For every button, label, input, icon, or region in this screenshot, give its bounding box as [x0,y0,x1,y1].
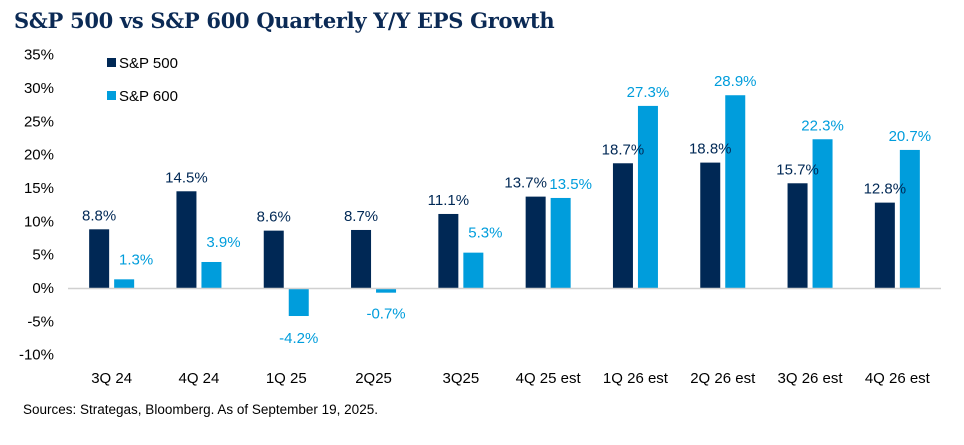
bar-sp500 [176,191,197,288]
data-label-sp500: 8.6% [257,209,291,226]
data-label-sp600: 3.9% [206,234,240,251]
data-label-sp600: -0.7% [366,306,405,323]
bar-sp600 [201,261,222,288]
x-tick-label: 1Q 26 est [603,370,669,387]
data-label-sp600: 5.3% [468,225,502,242]
x-tick-label: 4Q 25 est [516,370,582,387]
bar-sp600 [899,149,920,288]
bar-sp600 [114,279,135,288]
y-tick-label: 25% [24,113,54,130]
bars [89,95,920,317]
bar-sp600 [376,288,397,293]
x-tick-label: 4Q 24 [179,370,220,387]
data-label-sp500: 12.8% [864,181,907,198]
data-labels: 8.8% 1.3% 14.5% 3.9% 8.6% -4.2% 8.7% -0.7% 11.1%… [82,73,931,347]
data-label-sp600: 22.3% [801,117,844,134]
bar-sp500 [351,229,372,288]
data-label-sp500: 8.8% [82,207,116,224]
data-label-sp600: 1.3% [119,251,153,268]
data-label-sp600: 27.3% [627,84,670,101]
x-tick-label: 3Q25 [442,370,479,387]
bar-sp500 [700,162,721,288]
bar-sp600 [637,105,658,288]
y-tick-label: 5% [32,247,54,264]
legend-swatch-sp500 [107,58,116,67]
y-tick-label: 30% [24,80,54,97]
data-label-sp500: 18.7% [602,141,645,158]
bar-sp500 [874,202,895,288]
data-label-sp500: 14.5% [165,169,208,186]
data-label-sp500: 18.8% [689,141,732,158]
bar-sp500 [89,229,110,288]
data-label-sp600: 28.9% [714,73,757,90]
x-tick-label: 2Q 26 est [690,370,756,387]
data-label-sp600: 13.5% [549,176,592,193]
data-label-sp500: 13.7% [504,175,547,192]
y-tick-label: 15% [24,180,54,197]
y-tick-label: 10% [24,213,54,230]
data-label-sp600: 20.7% [889,128,932,145]
bar-sp500 [787,183,808,288]
y-tick-label: 20% [24,147,54,164]
x-tick-label: 4Q 26 est [865,370,931,387]
bar-sp500 [525,196,546,288]
y-tick-label: -5% [27,313,54,330]
chart-title: S&P 500 vs S&P 600 Quarterly Y/Y EPS Gro… [14,8,555,33]
bar-sp600 [550,197,571,288]
legend-label-sp600: S&P 600 [119,88,178,105]
data-label-sp500: 15.7% [776,161,819,178]
y-tick-label: -10% [19,347,54,364]
bar-sp600 [812,139,833,288]
bar-sp600 [288,288,309,317]
bar-sp600 [463,252,484,288]
bar-chart: 35% 30% 25% 20% 15% 10% 5% 0% -5% -10% 8.8% 1.3% 14… [19,47,941,387]
bar-sp500 [263,230,284,288]
data-label-sp600: -4.2% [279,330,318,347]
data-label-sp500: 8.7% [344,208,378,225]
bar-sp600 [725,95,746,288]
x-tick-label: 2Q25 [355,370,392,387]
x-tick-label: 3Q 24 [91,370,132,387]
y-tick-label: 0% [32,280,54,297]
source-note: Sources: Strategas, Bloomberg. As of Sep… [23,402,378,417]
data-label-sp500: 11.1% [428,192,469,209]
bar-sp500 [612,163,633,288]
bar-sp500 [438,213,459,288]
y-tick-label: 35% [24,47,54,64]
x-tick-label: 1Q 25 [266,370,307,387]
x-tick-label: 3Q 26 est [778,370,844,387]
legend: S&P 500 S&P 600 [107,55,178,105]
legend-swatch-sp600 [107,91,116,100]
x-axis-ticks: 3Q 24 4Q 24 1Q 25 2Q25 3Q25 4Q 25 est 1Q 26 es… [91,370,930,387]
legend-label-sp500: S&P 500 [119,55,178,72]
y-axis-ticks: 35% 30% 25% 20% 15% 10% 5% 0% -5% -10% [19,47,54,364]
